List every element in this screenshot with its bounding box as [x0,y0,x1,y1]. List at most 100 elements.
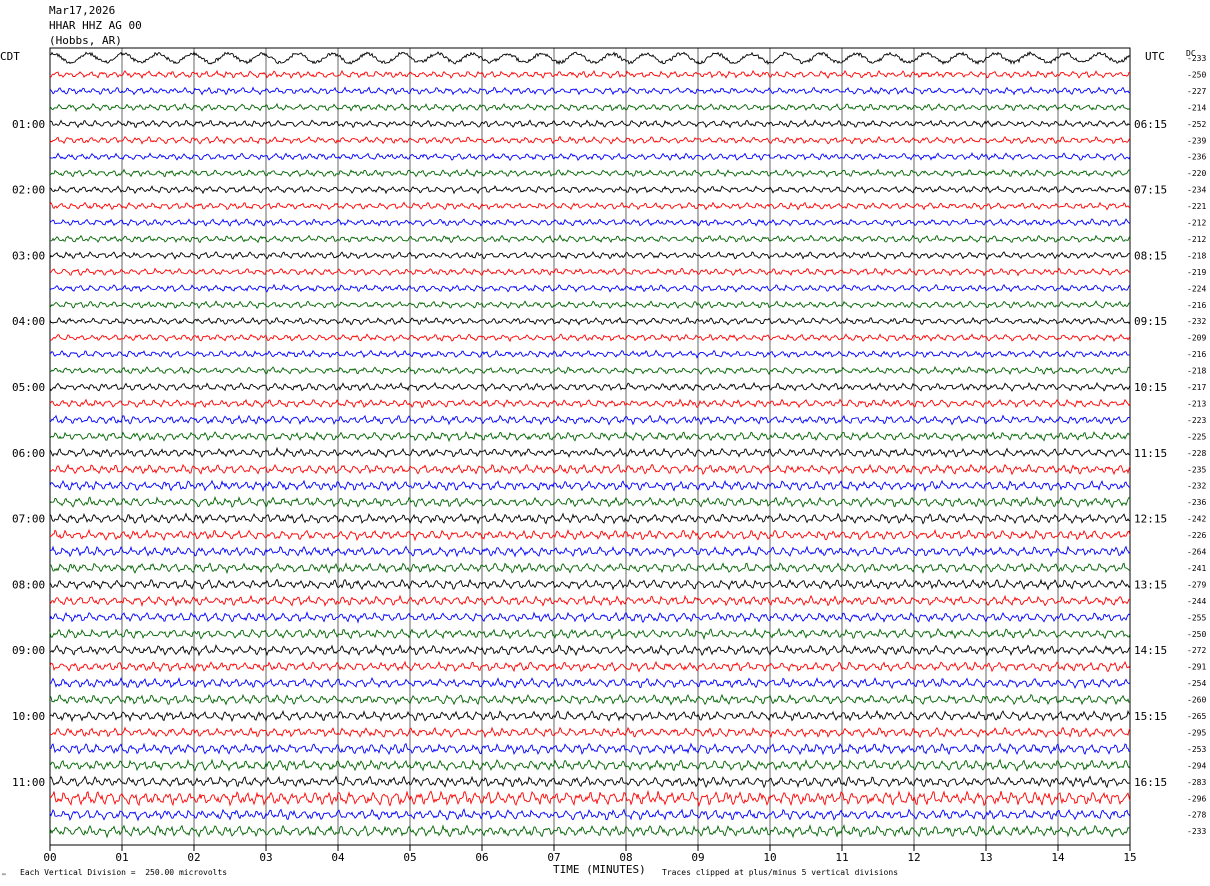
seismic-trace [49,789,1131,808]
x-tick-label: 08 [619,851,632,864]
dc-offset-label: -264 [1187,548,1206,557]
seismic-trace [49,676,1131,690]
seismic-trace [49,742,1131,756]
seismic-trace [49,660,1131,673]
dc-offset-label: -239 [1187,136,1206,145]
left-hour-label: 09:00 [12,644,45,657]
x-tick-label: 14 [1051,851,1065,864]
right-hour-label: 11:15 [1134,447,1167,460]
dc-offset-label: -225 [1187,432,1206,441]
dc-offset-label: -232 [1187,317,1206,326]
seismic-trace [49,693,1131,706]
left-hour-label: 06:00 [12,447,45,460]
left-hour-label: 10:00 [12,710,45,723]
dc-offset-label: -220 [1187,169,1206,178]
left-hour-label: 08:00 [12,578,45,591]
seismic-trace [49,333,1131,343]
dc-offset-label: -294 [1187,761,1206,770]
seismic-trace [49,627,1131,641]
dc-offset-label: -233 [1187,827,1206,836]
seismic-trace [49,578,1131,591]
left-zone-label: CDT [0,50,20,63]
x-axis-label: TIME (MINUTES) [553,863,646,876]
dc-offset-label: -272 [1187,646,1206,655]
dc-offset-label: -219 [1187,268,1206,277]
seismic-trace [49,594,1131,608]
dc-offset-label: -255 [1187,613,1206,622]
seismic-trace [49,512,1131,525]
right-hour-label: 15:15 [1134,710,1167,723]
corner-mark: ™ [2,873,6,880]
x-tick-label: 12 [907,851,920,864]
seismic-trace [49,479,1131,493]
seismic-trace [49,398,1131,409]
dc-offset-label: -253 [1187,745,1206,754]
dc-offset-label: -226 [1187,531,1206,540]
dc-offset-label: -234 [1187,186,1206,195]
left-hour-label: 05:00 [12,381,45,394]
seismic-trace [49,349,1131,359]
dc-offset-label: -218 [1187,251,1206,260]
dc-offset-label: -212 [1187,219,1206,228]
dc-offset-label: -217 [1187,383,1206,392]
x-tick-label: 15 [1123,851,1136,864]
left-hour-label: 03:00 [12,249,45,262]
left-hour-label: 07:00 [12,513,45,526]
dc-offset-label: -252 [1187,120,1206,129]
seismic-trace [49,86,1131,96]
seismic-trace [49,562,1131,575]
dc-offset-label: -228 [1187,449,1206,458]
dc-offset-label: -212 [1187,235,1206,244]
seismic-trace [49,365,1131,376]
dc-offset-label: -233 [1187,54,1206,63]
dc-offset-label: -278 [1187,811,1206,820]
dc-offset-label: -227 [1187,87,1206,96]
dc-offset-label: -296 [1187,794,1206,803]
seismic-trace [49,102,1131,113]
dc-label: DC [1186,49,1196,58]
x-tick-label: 03 [259,851,272,864]
dc-offset-label: -213 [1187,399,1206,408]
seismic-trace [49,69,1131,80]
seismic-trace [49,643,1131,657]
seismic-trace [49,758,1131,772]
seismic-trace [49,250,1131,260]
dc-offset-label: -295 [1187,728,1206,737]
dc-offset-label: -265 [1187,712,1206,721]
seismic-trace [49,267,1131,277]
left-hour-label: 04:00 [12,315,45,328]
dc-offset-label: -250 [1187,70,1206,79]
seismic-trace [49,775,1131,789]
seismic-trace [49,119,1131,129]
seismic-trace [49,168,1131,178]
right-hour-label: 13:15 [1134,578,1167,591]
seismic-trace [49,463,1131,476]
header-date: Mar17,2026 [49,4,116,17]
dc-offset-label: -254 [1187,679,1206,688]
seismic-trace [49,709,1131,723]
x-tick-label: 05 [403,851,416,864]
left-hour-label: 01:00 [12,118,45,131]
right-hour-label: 12:15 [1134,513,1167,526]
dc-offset-label: -283 [1187,778,1206,787]
x-tick-label: 01 [115,851,128,864]
right-zone-label: UTC [1145,50,1165,63]
seismic-trace [49,545,1131,558]
scale-note: Each Vertical Division = 250.00 microvol… [20,868,228,877]
header-location: (Hobbs, AR) [49,34,122,47]
seismic-trace [49,611,1131,624]
x-tick-label: 00 [43,851,56,864]
seismic-trace [49,234,1131,244]
dc-offset-label: -235 [1187,465,1206,474]
seismic-trace [49,201,1131,211]
seismic-trace [49,726,1131,739]
x-tick-label: 02 [187,851,200,864]
seismic-trace [49,495,1131,509]
dc-offset-label: -221 [1187,202,1206,211]
dc-offset-label: -232 [1187,482,1206,491]
clip-note: Traces clipped at plus/minus 5 vertical … [662,868,899,877]
seismic-trace [49,185,1131,195]
seismic-trace [49,808,1131,822]
x-tick-label: 09 [691,851,704,864]
